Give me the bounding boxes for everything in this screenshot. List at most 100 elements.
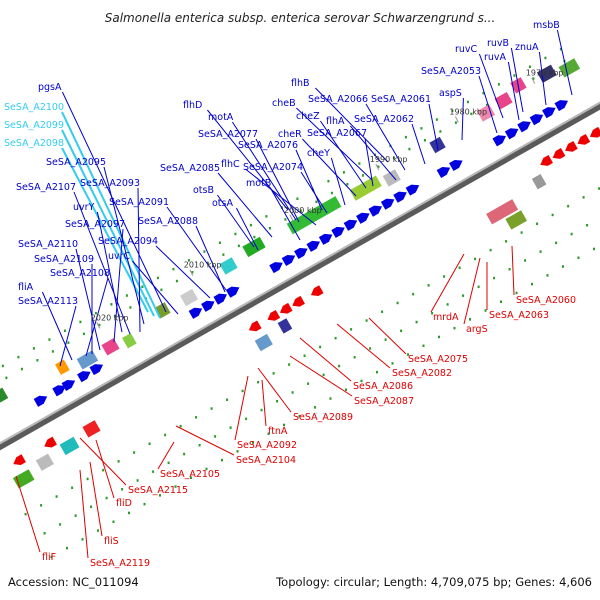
gc-dot (136, 479, 139, 482)
label-leader (365, 103, 406, 171)
gc-dot (67, 341, 70, 344)
gc-dot (555, 241, 558, 245)
forward-gene-label: motA (208, 112, 234, 123)
gc-dot (365, 319, 368, 322)
gc-dot (272, 372, 275, 375)
gc-dot (422, 344, 425, 347)
gc-dot (214, 435, 217, 438)
label-leader (166, 206, 227, 291)
forward-gene-label: SeSA_A2109 (34, 254, 94, 265)
forward-gene (318, 233, 333, 245)
forward-feature (101, 338, 120, 356)
gc-dot (539, 250, 542, 253)
forward-feature (286, 196, 342, 235)
label-leader (556, 29, 573, 96)
gc-dot (210, 407, 213, 410)
forward-gene-label: msbB (533, 20, 560, 31)
gc-dot (17, 355, 20, 359)
gc-dot (369, 347, 372, 350)
gc-dot (55, 495, 58, 498)
forward-feature (76, 350, 99, 370)
forward-gene-label: flhA (326, 116, 345, 127)
forward-gene-label: SeSA_A2113 (18, 296, 78, 307)
forward-gene-label: ruvB (487, 38, 509, 49)
gc-dot (102, 468, 105, 472)
gc-dot (125, 294, 128, 297)
reverse-feature (82, 420, 101, 438)
reverse-feature (35, 453, 54, 471)
reverse-gene-label: SeSA_A2075 (408, 354, 468, 365)
forward-gene-label: SeSA_A2108 (50, 268, 110, 279)
tick-mark (289, 214, 294, 222)
gc-dot (90, 505, 93, 509)
forward-gene (201, 300, 215, 312)
forward-gene (554, 100, 569, 112)
gc-dot (299, 209, 302, 212)
gc-dot (407, 353, 409, 356)
gc-dot (524, 259, 527, 262)
tick-mark (454, 116, 459, 123)
label-leader (261, 379, 267, 427)
gc-dot (415, 320, 418, 324)
label-leader (289, 355, 353, 397)
gc-dot (112, 520, 115, 523)
label-leader (430, 253, 465, 313)
label-leader (59, 305, 77, 367)
gc-dot (515, 291, 518, 295)
gc-dot (435, 118, 438, 121)
gc-dot (303, 354, 306, 357)
label-leader (15, 475, 41, 553)
gc-dot (98, 323, 101, 327)
gc-dot (391, 362, 394, 365)
gc-dot (586, 224, 589, 227)
gc-dot (156, 276, 159, 280)
gc-dot (377, 165, 380, 168)
label-leader (235, 207, 259, 251)
gc-dot (489, 248, 492, 252)
forward-gene-label: SeSA_A2061 (371, 94, 431, 105)
gc-dot (420, 127, 423, 130)
reverse-feature (254, 333, 273, 352)
forward-gene (89, 364, 104, 376)
reverse-feature (531, 173, 547, 190)
reverse-gene-label: ftnA (268, 426, 288, 437)
reverse-gene (13, 454, 26, 466)
gc-dot (1, 364, 4, 368)
backbone (0, 101, 600, 451)
gc-dot (20, 367, 23, 371)
forward-gene-label: SeSA_A2074 (243, 162, 303, 173)
gc-dot (97, 529, 99, 532)
gc-dot (454, 121, 457, 124)
forward-gene (449, 159, 463, 172)
gc-dot (265, 215, 268, 218)
reverse-gene (267, 309, 281, 321)
label-leader (364, 137, 374, 187)
gc-dot (360, 379, 363, 383)
reverse-gene (279, 302, 293, 314)
gc-dot (298, 414, 301, 418)
gc-dot (222, 253, 225, 256)
gc-dot (206, 262, 209, 265)
label-leader (95, 439, 115, 499)
label-leader (157, 441, 175, 470)
gc-dot (513, 74, 516, 77)
gc-dot (218, 241, 221, 244)
gc-dot (252, 441, 254, 444)
forward-gene-label: SeSA_A2099 (4, 120, 64, 131)
gc-dot (474, 257, 477, 261)
gc-dot (129, 306, 132, 309)
topology-text: Topology: circular; Length: 4,709,075 bp… (275, 575, 592, 589)
forward-gene (343, 219, 358, 231)
forward-feature (536, 64, 557, 83)
gc-dot (408, 147, 411, 151)
forward-feature (55, 359, 70, 375)
label-leader (175, 425, 235, 456)
label-leader (461, 97, 464, 141)
gc-dot (74, 514, 77, 517)
label-leader (463, 257, 481, 325)
gc-dot (284, 218, 287, 221)
label-leader (61, 91, 167, 313)
tick-mark (96, 322, 101, 329)
gc-dot (358, 162, 361, 165)
